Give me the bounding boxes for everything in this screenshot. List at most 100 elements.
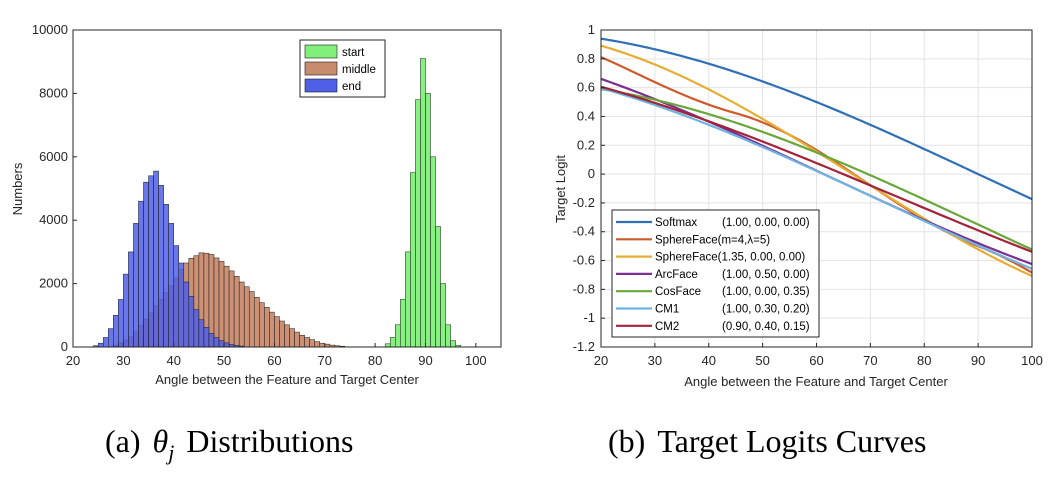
legend-label-ArcFace: ArcFace <box>655 269 698 281</box>
legend-swatch-start <box>304 44 338 59</box>
legend-label-SphereFace(m=4,λ=5): SphereFace(m=4,λ=5) <box>655 234 770 246</box>
hist-bar-start <box>440 283 446 348</box>
hist-bar-middle <box>243 286 250 348</box>
caption-b-text: Target Logits Curves <box>657 423 926 459</box>
legend-swatch-end <box>304 78 338 93</box>
logit-panel: 20 30 40 50 60 70 80 90 100 -1.2 -1 -0.8 -0.6 -0.4 -0.… <box>553 22 1043 389</box>
hist-bar-end <box>102 337 109 348</box>
hist-bar-middle <box>259 302 265 348</box>
logit-x-tick-label: 60 <box>809 353 823 368</box>
logit-x-tick-label: 50 <box>755 353 769 368</box>
logit-legend: Softmax (1.00, 0.00, 0.00) SphereFace(m=4,… <box>611 209 820 338</box>
hist-bar-middle <box>264 307 270 348</box>
logit-y-tick-label: 0.8 <box>577 51 595 66</box>
hist-bar-end <box>107 328 114 348</box>
hist-bar-middle <box>319 342 326 348</box>
curve-CM2 <box>600 85 1033 253</box>
hist-bar-middle <box>228 270 235 348</box>
hist-bar-middle <box>213 257 220 348</box>
logit-x-tick-label: 90 <box>971 353 985 368</box>
hist-x-tick-label: 30 <box>116 353 130 368</box>
hist-bar-end <box>198 319 205 348</box>
hist-bar-end <box>223 342 230 348</box>
hist-bar-middle <box>269 311 275 348</box>
hist-bar-middle <box>208 254 215 348</box>
legend-label-CosFace: CosFace <box>655 286 701 298</box>
hist-bar-end <box>213 337 220 348</box>
hist-y-tick-label: 2000 <box>39 276 68 291</box>
hist-bar-middle <box>284 324 290 348</box>
legend-params-ArcFace: (1.00, 0.50, 0.00) <box>722 269 810 281</box>
logit-y-axis-label: Target Logit <box>553 155 568 223</box>
logit-y-tick-label: -1 <box>583 310 595 325</box>
hist-bar-start <box>425 93 431 348</box>
hist-bar-middle <box>279 320 285 348</box>
legend-label-end: end <box>342 81 361 93</box>
hist-bar-middle <box>299 335 305 348</box>
hist-bar-end <box>118 299 124 348</box>
hist-bar-middle <box>294 331 300 348</box>
legend-swatch-middle <box>304 61 338 76</box>
logit-x-tick-label: 70 <box>863 353 877 368</box>
hist-bar-end <box>168 223 174 348</box>
curve-Softmax <box>600 37 1033 201</box>
legend-label-CM2: CM2 <box>655 321 679 333</box>
legend-params-CosFace: (1.00, 0.00, 0.35) <box>722 286 810 298</box>
logit-y-tick-label: -0.8 <box>573 281 595 296</box>
logit-y-tick-label: 0.4 <box>577 108 595 123</box>
hist-bar-end <box>173 245 179 348</box>
caption-a-symbol: θ <box>153 423 169 459</box>
logit-y-tick-label: 0 <box>588 166 595 181</box>
caption-a-subscript: j <box>165 440 174 465</box>
hist-bar-end <box>188 296 195 348</box>
hist-bar-middle <box>223 265 230 348</box>
hist-bar-end <box>138 200 144 348</box>
histogram-y-axis-label: Numbers <box>10 162 25 215</box>
logit-y-tick-label: 0.2 <box>577 137 595 152</box>
hist-bar-start <box>450 340 456 348</box>
logit-y-tick-label: -0.4 <box>573 224 595 239</box>
curve-CosFace <box>600 88 1033 251</box>
hist-bar-middle <box>309 339 315 348</box>
hist-bar-start <box>389 337 396 348</box>
caption-a-prefix: (a) <box>105 423 141 459</box>
hist-y-tick-label: 0 <box>61 339 68 354</box>
hist-bar-start <box>430 156 436 348</box>
hist-x-tick-label: 90 <box>418 353 432 368</box>
logit-curves <box>600 37 1033 277</box>
legend-label-CM1: CM1 <box>655 304 679 316</box>
hist-bar-end <box>113 315 119 348</box>
hist-bar-end <box>97 342 104 348</box>
logit-y-tick-label: 1 <box>588 22 595 37</box>
hist-bar-end <box>193 309 200 348</box>
hist-bar-end <box>143 181 149 348</box>
hist-bar-start <box>420 58 426 348</box>
hist-bar-middle <box>304 337 310 348</box>
logit-y-tick-label: -1.2 <box>573 339 595 354</box>
hist-x-tick-label: 20 <box>66 353 80 368</box>
hist-x-tick-label: 100 <box>465 353 487 368</box>
legend-params-CM1: (1.00, 0.30, 0.20) <box>722 304 810 316</box>
hist-bar-start <box>435 226 441 348</box>
legend-label-Softmax: Softmax <box>655 217 697 229</box>
hist-bar-end <box>133 223 139 348</box>
hist-y-tick-label: 6000 <box>39 149 68 164</box>
caption-a-text: Distributions <box>186 423 353 459</box>
hist-bar-middle <box>254 296 260 348</box>
logit-x-tick-label: 40 <box>702 353 716 368</box>
caption-b-prefix: (b) <box>608 423 645 459</box>
logit-y-tick-label: -0.2 <box>573 195 595 210</box>
logit-y-tick-label: -0.6 <box>573 253 595 268</box>
legend-params-CM2: (0.90, 0.40, 0.15) <box>722 321 810 333</box>
hist-x-tick-label: 70 <box>318 353 332 368</box>
hist-x-tick-label: 60 <box>267 353 281 368</box>
histogram-axes-box <box>72 29 502 348</box>
legend-params-Softmax: (1.00, 0.00, 0.00) <box>722 217 810 229</box>
hist-bar-middle <box>233 276 240 348</box>
legend-label-middle: middle <box>342 64 376 76</box>
curve-CM1 <box>600 87 1033 270</box>
hist-x-tick-label: 40 <box>166 353 180 368</box>
hist-y-tick-label: 10000 <box>32 22 68 37</box>
caption-a: (a) θj Distributions <box>105 423 353 465</box>
